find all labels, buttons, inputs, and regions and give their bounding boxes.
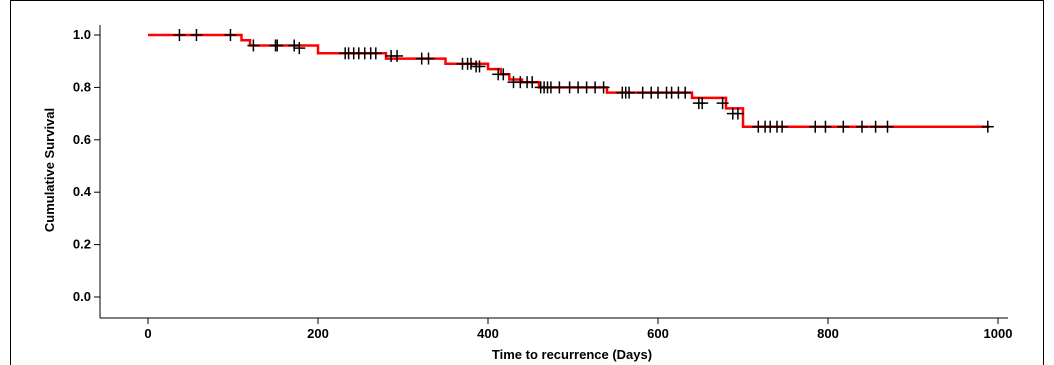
censor-mark	[553, 81, 566, 94]
x-tick-label: 600	[647, 326, 669, 341]
censor-mark	[679, 86, 692, 99]
censor-mark	[981, 120, 994, 133]
censor-mark	[247, 39, 260, 52]
x-tick-label: 1000	[984, 326, 1013, 341]
y-tick-label: 0.6	[73, 132, 91, 147]
y-tick-label: 0.4	[73, 184, 92, 199]
censor-mark	[173, 29, 186, 41]
censor-mark	[391, 49, 404, 62]
x-axis-title: Time to recurrence (Days)	[492, 347, 652, 362]
censor-mark	[473, 60, 486, 73]
censor-mark	[224, 29, 237, 41]
x-tick-label: 800	[817, 326, 839, 341]
censor-mark	[809, 120, 822, 133]
censor-mark	[716, 97, 729, 110]
censor-mark	[856, 120, 868, 133]
censor-mark	[271, 39, 284, 52]
censor-mark	[597, 81, 610, 94]
censor-mark	[465, 57, 477, 70]
y-tick-label: 0.0	[73, 289, 91, 304]
censor-mark	[497, 68, 510, 81]
figure-frame-left	[10, 0, 11, 365]
censor-mark	[869, 120, 882, 133]
survival-step-line	[148, 33, 990, 128]
censor-mark	[837, 120, 850, 133]
censor-mark	[881, 120, 894, 133]
y-tick-label: 1.0	[73, 27, 91, 42]
censor-mark	[696, 97, 709, 110]
figure-frame-right	[1043, 0, 1044, 365]
censor-mark	[293, 42, 306, 55]
figure-frame-top	[10, 0, 1044, 1]
censor-mark	[369, 47, 382, 60]
censor-mark	[776, 120, 789, 133]
censor-mark	[190, 29, 203, 41]
x-tick-label: 0	[144, 326, 151, 341]
x-tick-label: 200	[307, 326, 329, 341]
y-tick-label: 0.2	[73, 237, 91, 252]
censor-mark	[288, 39, 301, 52]
axes: 0.0 0.2 0.4 0.6 0.8 1.0 0 200 400 600 800 1000	[73, 25, 1013, 341]
censor-mark	[526, 76, 539, 89]
censor-mark	[819, 120, 832, 133]
censor-mark	[731, 107, 744, 120]
y-tick-label: 0.8	[73, 79, 91, 94]
censor-mark	[623, 86, 636, 99]
censor-mark	[422, 52, 435, 65]
y-axis-title: Cumulative Survival	[42, 108, 57, 232]
plot-area	[148, 29, 994, 133]
x-tick-label: 400	[477, 326, 499, 341]
